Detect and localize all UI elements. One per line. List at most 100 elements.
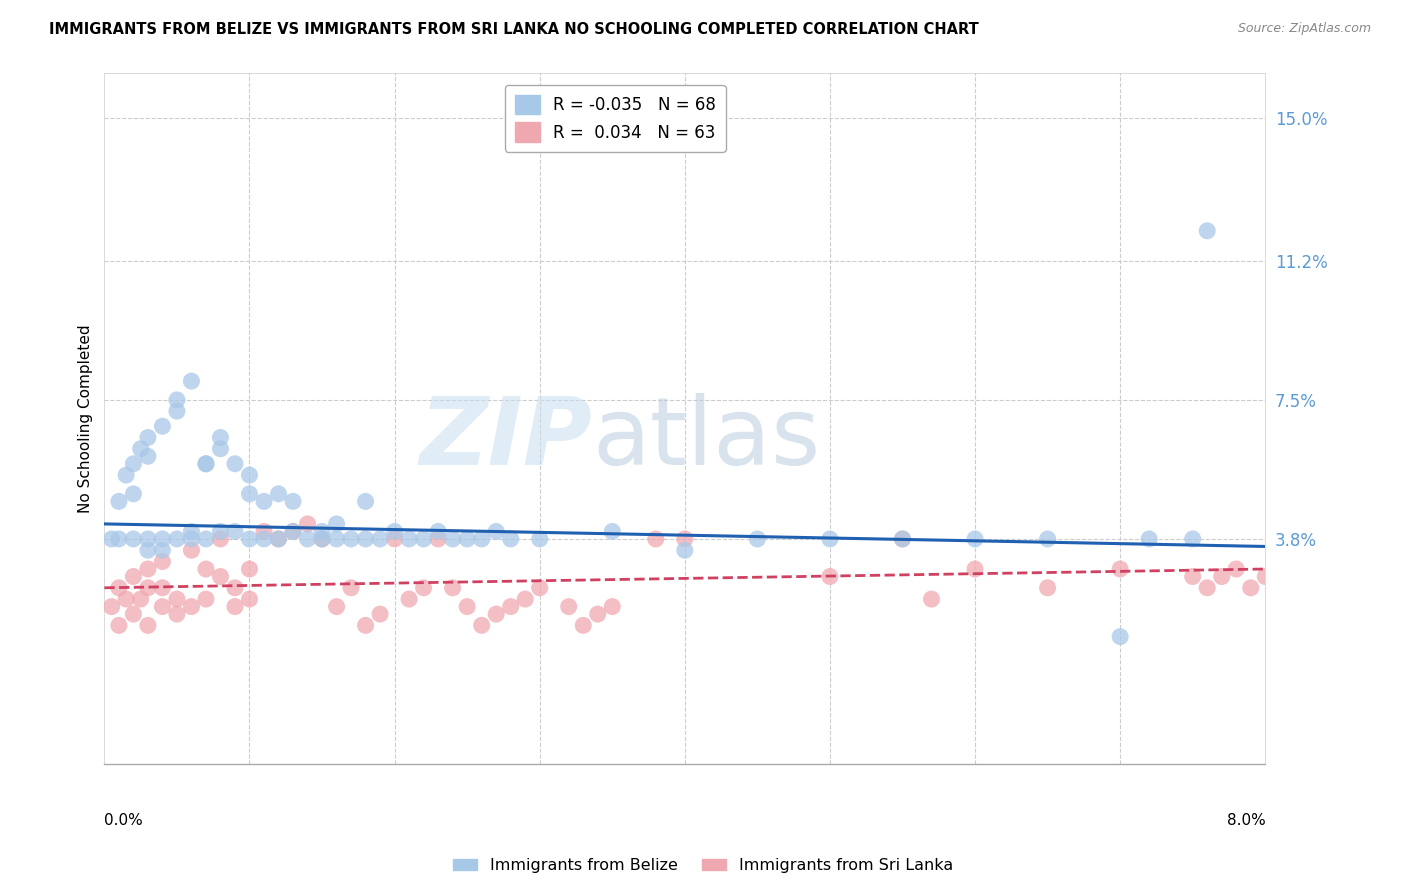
Point bbox=[368, 532, 391, 546]
Point bbox=[166, 607, 188, 621]
Point bbox=[485, 607, 508, 621]
Point bbox=[136, 430, 159, 444]
Point bbox=[224, 599, 246, 614]
Point bbox=[963, 532, 986, 546]
Y-axis label: No Schooling Completed: No Schooling Completed bbox=[79, 325, 93, 513]
Point bbox=[471, 532, 494, 546]
Legend: R = -0.035   N = 68, R =  0.034   N = 63: R = -0.035 N = 68, R = 0.034 N = 63 bbox=[505, 85, 725, 152]
Point bbox=[398, 532, 420, 546]
Point bbox=[354, 532, 377, 546]
Point bbox=[427, 532, 450, 546]
Point bbox=[224, 581, 246, 595]
Point bbox=[384, 524, 406, 539]
Point bbox=[1137, 532, 1160, 546]
Point bbox=[108, 581, 131, 595]
Text: 0.0%: 0.0% bbox=[104, 814, 143, 829]
Point bbox=[297, 532, 319, 546]
Point bbox=[1197, 581, 1219, 595]
Point bbox=[515, 592, 537, 607]
Point bbox=[1109, 562, 1132, 576]
Point bbox=[194, 457, 217, 471]
Point bbox=[209, 442, 232, 456]
Point bbox=[673, 532, 696, 546]
Point bbox=[166, 532, 188, 546]
Point bbox=[267, 487, 290, 501]
Point bbox=[586, 607, 609, 621]
Point bbox=[129, 592, 152, 607]
Point bbox=[136, 532, 159, 546]
Point bbox=[238, 468, 260, 483]
Point bbox=[194, 457, 217, 471]
Point bbox=[122, 532, 145, 546]
Point bbox=[354, 494, 377, 508]
Point bbox=[180, 599, 202, 614]
Legend: Immigrants from Belize, Immigrants from Sri Lanka: Immigrants from Belize, Immigrants from … bbox=[447, 852, 959, 880]
Point bbox=[1109, 630, 1132, 644]
Point bbox=[818, 569, 841, 583]
Point bbox=[166, 392, 188, 407]
Point bbox=[921, 592, 943, 607]
Point bbox=[456, 599, 478, 614]
Point bbox=[1225, 562, 1247, 576]
Point bbox=[529, 532, 551, 546]
Point bbox=[152, 543, 174, 558]
Point bbox=[499, 532, 522, 546]
Point bbox=[747, 532, 769, 546]
Point bbox=[340, 581, 363, 595]
Point bbox=[1181, 532, 1204, 546]
Point bbox=[558, 599, 581, 614]
Point bbox=[194, 592, 217, 607]
Point bbox=[100, 599, 122, 614]
Point bbox=[456, 532, 478, 546]
Point bbox=[209, 569, 232, 583]
Point bbox=[267, 532, 290, 546]
Point bbox=[224, 457, 246, 471]
Point bbox=[253, 524, 276, 539]
Point bbox=[471, 618, 494, 632]
Point bbox=[325, 599, 347, 614]
Point bbox=[238, 532, 260, 546]
Point bbox=[572, 618, 595, 632]
Point bbox=[108, 532, 131, 546]
Point bbox=[238, 487, 260, 501]
Point bbox=[166, 404, 188, 418]
Text: atlas: atlas bbox=[592, 393, 820, 485]
Point bbox=[136, 450, 159, 464]
Point bbox=[136, 581, 159, 595]
Point bbox=[180, 543, 202, 558]
Point bbox=[368, 607, 391, 621]
Point bbox=[122, 607, 145, 621]
Point bbox=[209, 430, 232, 444]
Point bbox=[1036, 581, 1059, 595]
Point bbox=[398, 592, 420, 607]
Point bbox=[281, 494, 304, 508]
Point bbox=[485, 524, 508, 539]
Point bbox=[1181, 569, 1204, 583]
Point bbox=[136, 543, 159, 558]
Point bbox=[180, 524, 202, 539]
Point bbox=[1240, 581, 1263, 595]
Point bbox=[963, 562, 986, 576]
Point bbox=[600, 599, 623, 614]
Point bbox=[136, 618, 159, 632]
Point bbox=[253, 494, 276, 508]
Point bbox=[129, 442, 152, 456]
Point bbox=[340, 532, 363, 546]
Point bbox=[108, 618, 131, 632]
Point bbox=[600, 524, 623, 539]
Point bbox=[122, 569, 145, 583]
Point bbox=[152, 554, 174, 568]
Point bbox=[297, 516, 319, 531]
Point bbox=[1254, 569, 1277, 583]
Point bbox=[152, 419, 174, 434]
Point bbox=[122, 457, 145, 471]
Point bbox=[152, 581, 174, 595]
Point bbox=[818, 532, 841, 546]
Point bbox=[1036, 532, 1059, 546]
Point bbox=[267, 532, 290, 546]
Point bbox=[412, 532, 434, 546]
Point bbox=[224, 524, 246, 539]
Point bbox=[412, 581, 434, 595]
Point bbox=[1197, 224, 1219, 238]
Point bbox=[115, 468, 138, 483]
